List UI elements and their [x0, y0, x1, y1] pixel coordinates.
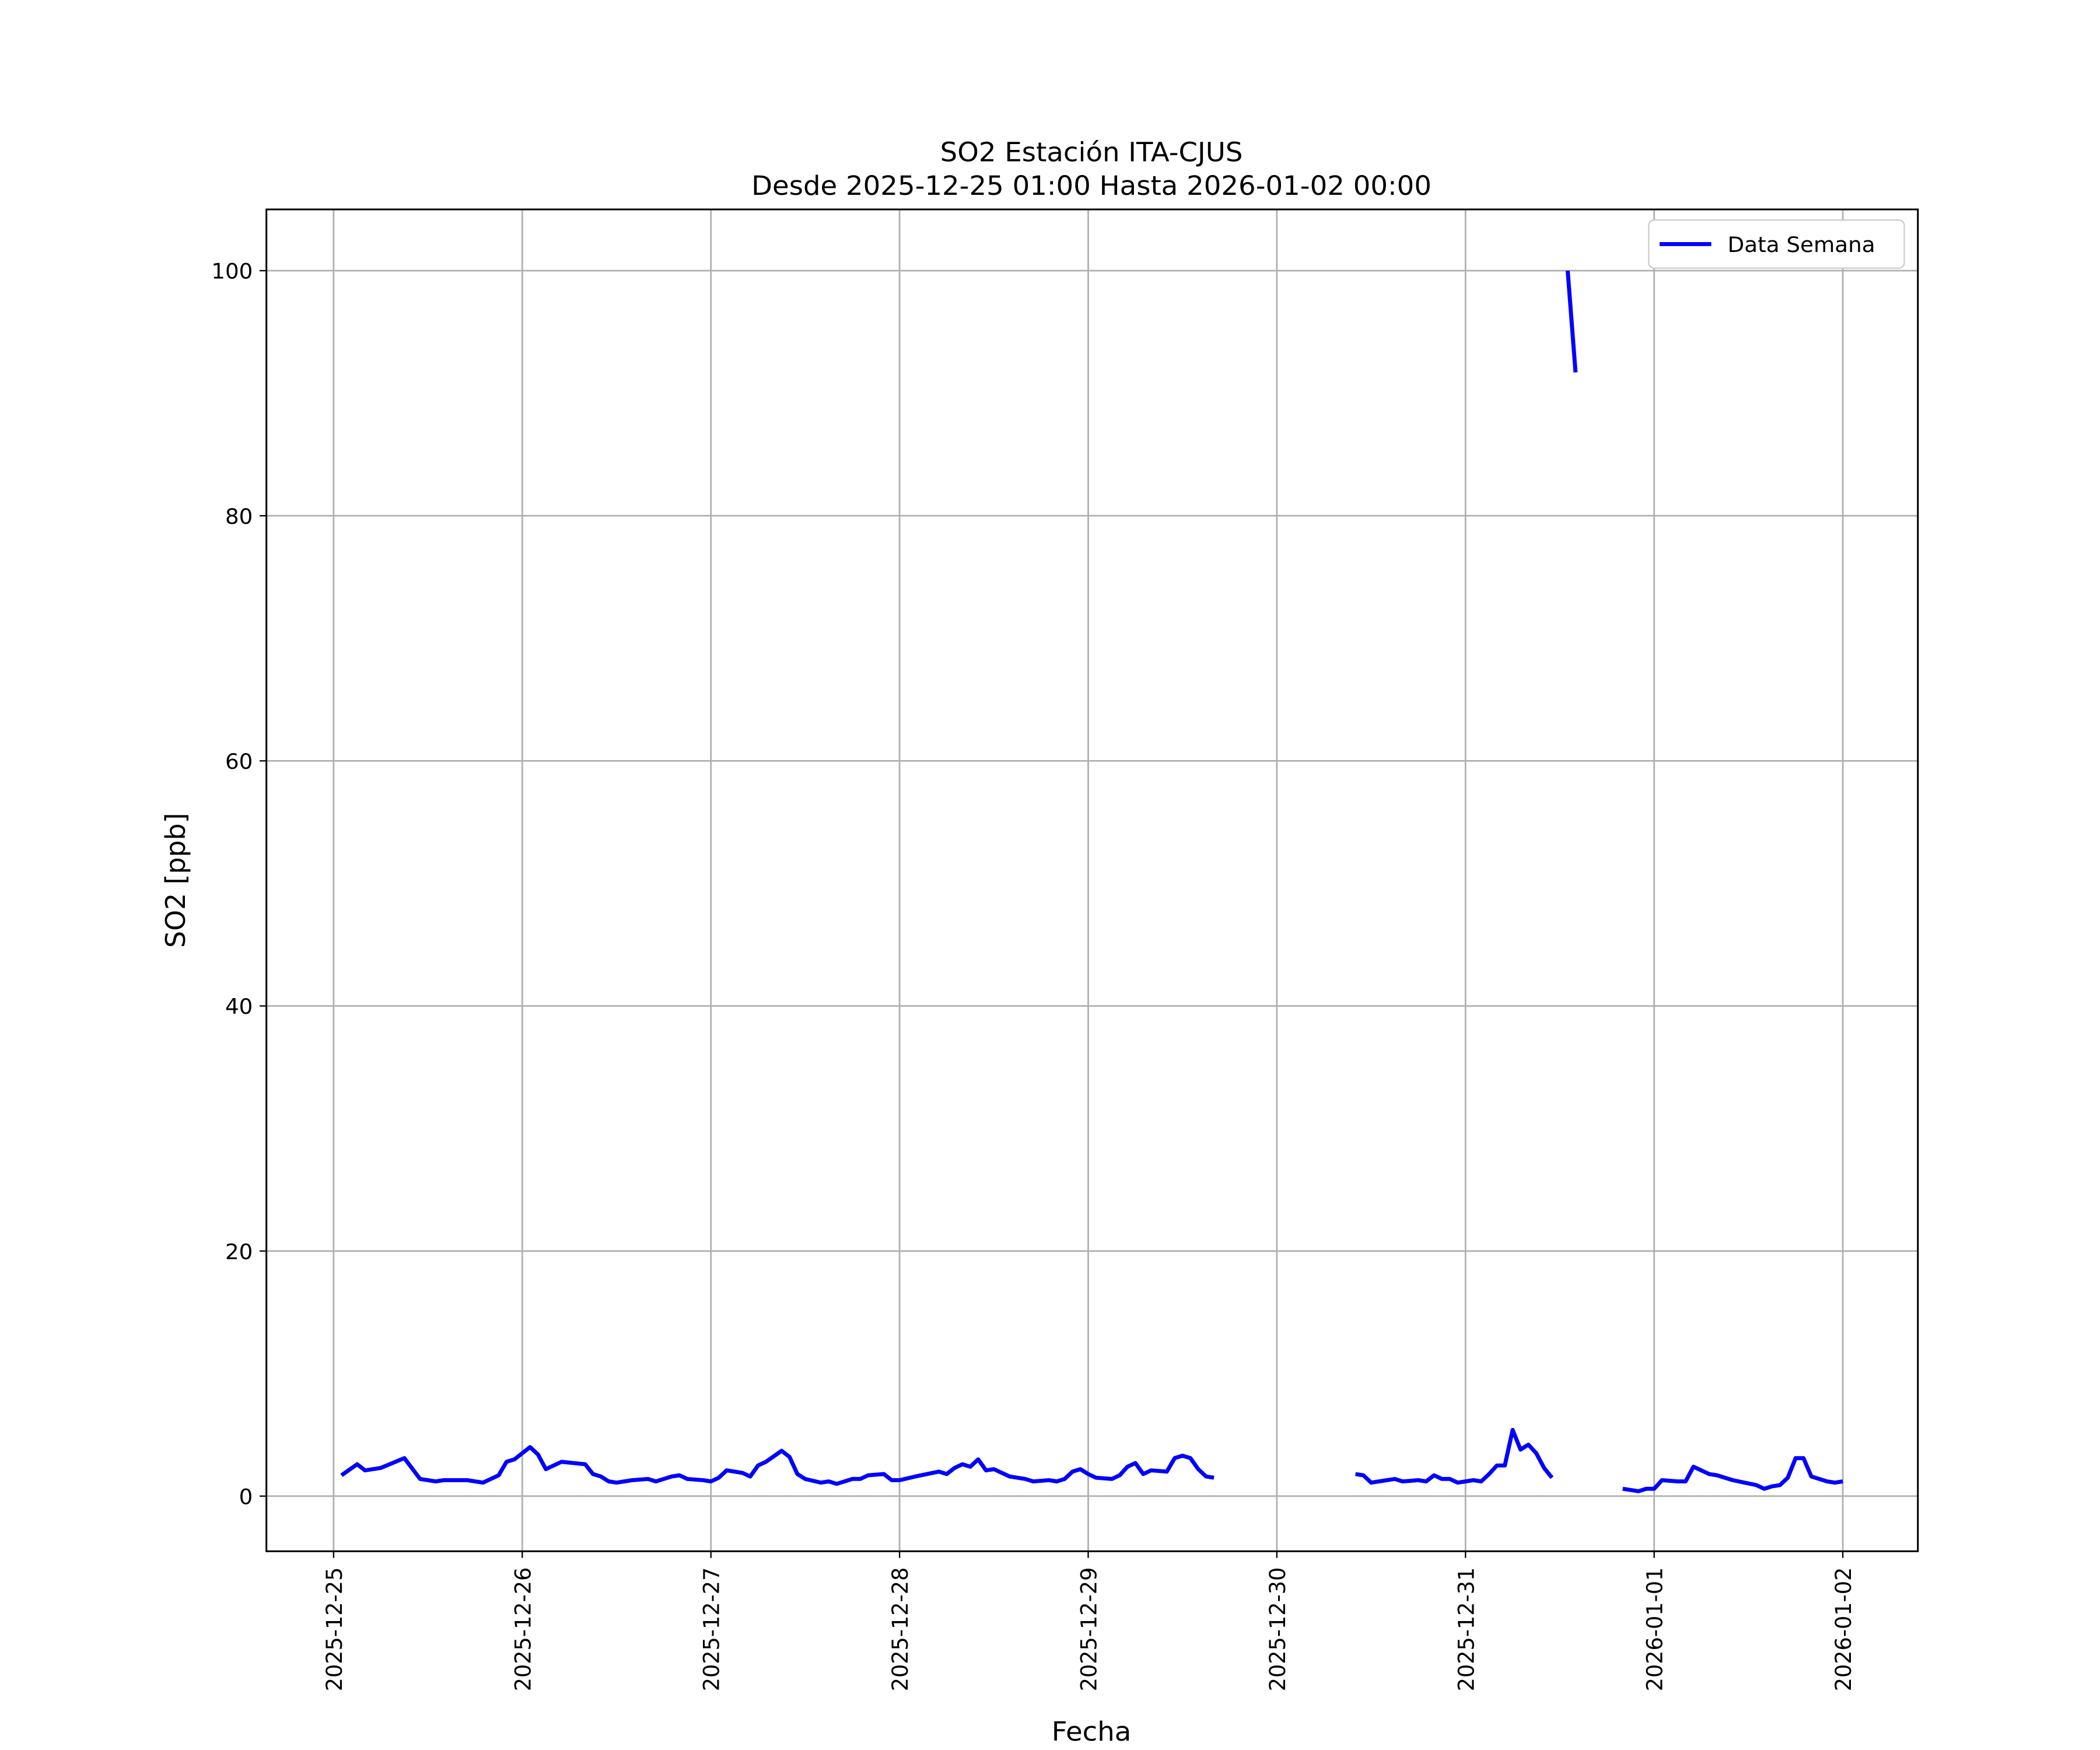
y-tick-label: 40: [225, 995, 253, 1020]
x-tick-label: 2025-12-25: [322, 1567, 347, 1692]
x-tick-label: 2025-12-30: [1265, 1567, 1290, 1692]
y-tick-label: 0: [239, 1485, 253, 1510]
y-tick-label: 100: [211, 259, 253, 284]
legend-label: Data Semana: [1728, 232, 1875, 257]
legend-box: [1648, 219, 1905, 269]
x-tick-label: 2025-12-27: [699, 1567, 724, 1692]
x-axis-label: Fecha: [1052, 1716, 1132, 1746]
chart-subtitle: Desde 2025-12-25 01:00 Hasta 2026-01-02 …: [751, 170, 1432, 201]
y-tick-label: 60: [225, 749, 253, 774]
y-tick-label: 80: [225, 504, 253, 529]
x-tick-label: 2025-12-31: [1454, 1567, 1479, 1692]
data-line: [340, 270, 1843, 1493]
chart-title: SO2 Estación ITA-CJUS: [940, 136, 1243, 167]
y-tick-label: 20: [225, 1240, 253, 1265]
x-tick-label: 2026-01-02: [1831, 1567, 1856, 1692]
x-tick-label: 2026-01-01: [1642, 1567, 1667, 1692]
y-axis-label: SO2 [ppb]: [159, 813, 191, 947]
x-tick-label: 2025-12-29: [1076, 1567, 1101, 1692]
x-tick-label: 2025-12-26: [510, 1567, 536, 1692]
plot-frame: [265, 208, 1919, 1552]
x-tick-label: 2025-12-28: [888, 1567, 913, 1692]
